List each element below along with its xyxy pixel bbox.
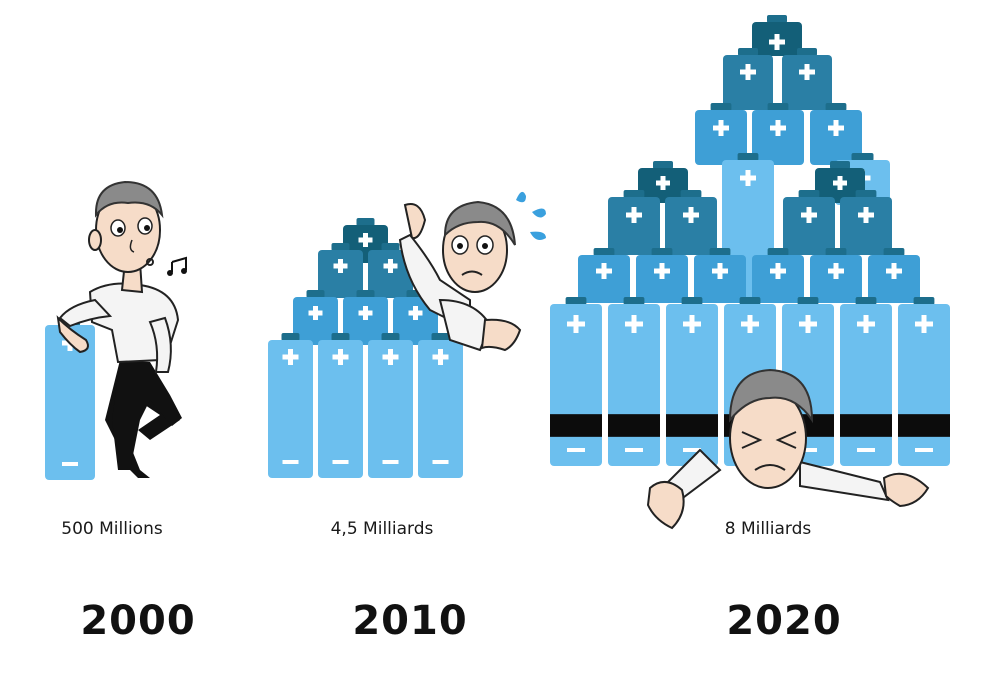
caption-2000: 500 Millions [61,519,163,539]
battery-icon [343,290,388,345]
battery-icon [782,48,832,110]
battery-icon [318,333,363,478]
battery-icon [723,48,773,110]
battery-icon [608,297,660,466]
battery-icon [578,248,630,303]
man-peeking-figure [398,200,522,352]
caption-2010: 4,5 Milliards [330,519,434,539]
battery-icon [666,297,718,466]
battery-pile-2020 [578,15,920,303]
battery-icon [695,103,747,165]
battery-icon [550,297,602,466]
battery-icon [636,248,688,303]
year-2010: 2010 [352,598,468,644]
battery-icon [293,290,338,345]
sweat-drops-icon [516,191,546,240]
caption-2020: 8 Milliards [724,519,812,539]
battery-pile-2010 [268,218,463,478]
battery-icon [608,190,660,255]
battery-icon [783,190,835,255]
battery-icon [868,248,920,303]
battery-icon [665,190,717,255]
battery-icon [418,333,463,478]
battery-icon [318,243,363,298]
battery-icon [752,15,802,56]
battery-icon [268,333,313,478]
battery-icon [810,103,862,165]
year-2020: 2020 [726,598,842,644]
battery-icon [368,333,413,478]
man-crushed-figure [646,368,930,530]
battery-icon [638,161,688,203]
battery-icon [810,248,862,303]
battery-icon [898,297,950,466]
battery-icon [694,248,746,303]
man-leaning-figure [56,180,182,478]
battery-icon [752,248,804,303]
battery-icon [368,243,413,298]
battery-icon [752,103,804,165]
year-2000: 2000 [80,598,196,644]
battery-icon [815,161,865,203]
battery-icon [840,190,892,255]
battery-icon [840,297,892,466]
music-note-icon [167,256,187,276]
